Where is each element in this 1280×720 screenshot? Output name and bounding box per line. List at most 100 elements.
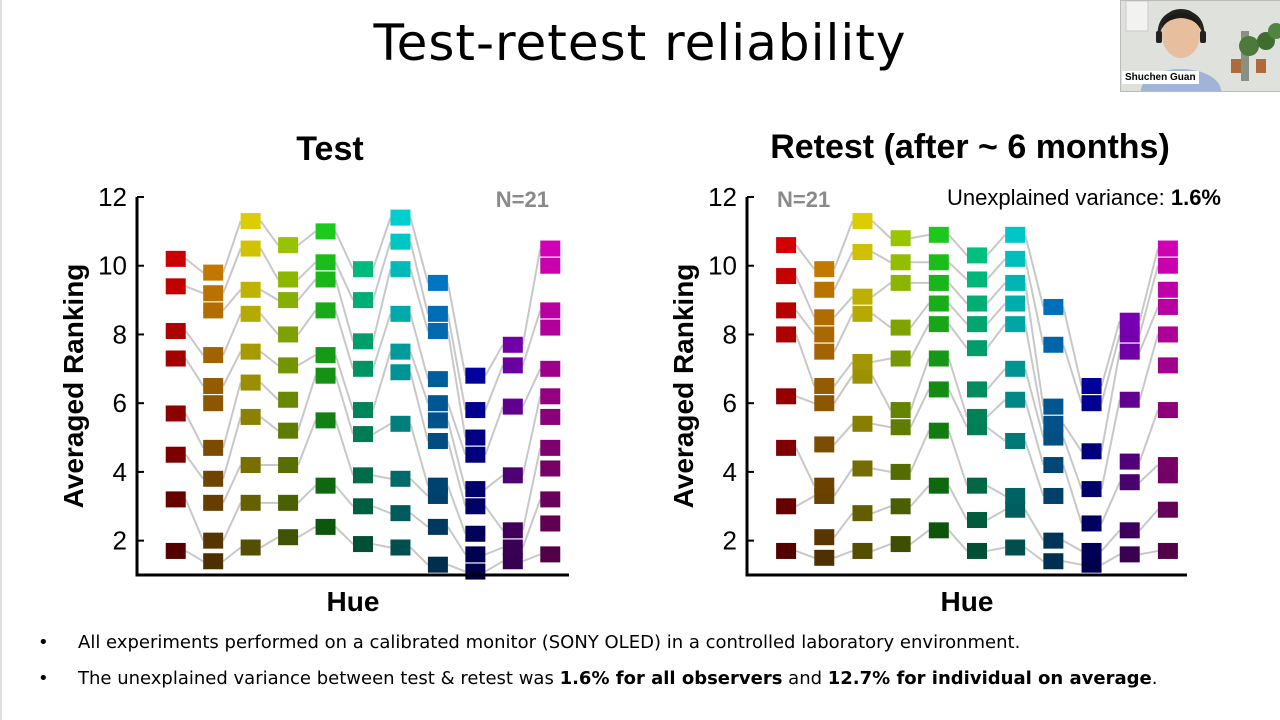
connector-line: [1024, 399, 1045, 466]
connector-line: [185, 258, 204, 274]
data-point: [278, 391, 299, 408]
connector-line: [833, 361, 854, 387]
connector-line: [222, 502, 242, 542]
data-point: [814, 378, 835, 394]
data-point: [1005, 391, 1026, 408]
data-point: [390, 343, 411, 360]
data-point: [967, 247, 987, 264]
data-point: [315, 223, 336, 240]
data-point: [427, 477, 448, 494]
connector-line: [334, 354, 354, 411]
connector-line: [1024, 323, 1045, 424]
data-point: [315, 347, 336, 364]
data-point: [165, 405, 186, 422]
data-point: [890, 419, 911, 436]
data-point: [315, 254, 336, 271]
data-point: [776, 439, 797, 456]
data-point: [465, 446, 486, 463]
connector-line: [986, 282, 1006, 305]
participant-video[interactable]: [1120, 0, 1280, 92]
connector-line: [871, 313, 892, 329]
data-point: [967, 512, 987, 529]
data-point: [165, 542, 186, 559]
data-point: [776, 268, 797, 285]
unexplained-variance-annotation: Unexplained variance: 1.6%: [947, 185, 1221, 210]
axis-lines: [135, 197, 569, 577]
connector-line: [185, 550, 204, 563]
data-point: [240, 343, 261, 360]
data-point: [353, 333, 373, 350]
y-tick-label: 4: [113, 457, 127, 487]
data-point: [540, 515, 561, 532]
data-point: [465, 498, 486, 515]
participant-name-tag: Shuchen Guan: [1122, 71, 1199, 84]
sample-size-label: N=21: [496, 187, 549, 212]
data-point: [928, 226, 949, 243]
data-point: [465, 402, 486, 419]
data-point: [1119, 343, 1140, 360]
data-point: [814, 395, 835, 412]
data-point: [967, 542, 987, 559]
connector-line: [484, 560, 504, 573]
retest-chart: 2 4 6 8 10 12 Hue Averaged Ranking N=21 Unexplain…: [665, 175, 1235, 625]
data-point: [1119, 522, 1140, 539]
data-point: [890, 254, 911, 271]
y-tick-label: 12: [708, 182, 737, 212]
data-point: [240, 213, 261, 230]
connector-line: [522, 553, 541, 563]
data-point: [814, 261, 835, 278]
data-point: [1157, 298, 1178, 315]
data-point: [390, 364, 411, 381]
connector-line: [1062, 437, 1083, 490]
connector-line: [871, 375, 892, 411]
data-point: [928, 350, 949, 367]
data-point: [165, 491, 186, 508]
data-point: [427, 371, 448, 388]
connector-line: [1024, 546, 1044, 563]
connector-line: [521, 447, 542, 531]
connector-line: [521, 310, 542, 366]
connector-line: [372, 474, 391, 480]
test-panel-title: Test: [296, 130, 364, 168]
connector-line: [871, 251, 892, 264]
data-point: [1005, 226, 1026, 243]
retest-panel-title: Retest (after ~ 6 months): [770, 128, 1170, 166]
data-point: [240, 494, 261, 511]
y-tick-label: 6: [113, 388, 127, 418]
connector-line: [372, 217, 392, 270]
data-point: [465, 546, 486, 563]
connector-line: [409, 268, 429, 332]
connector-line: [222, 546, 242, 563]
connector-line: [372, 241, 392, 301]
connector-line: [446, 440, 467, 507]
connector-line: [334, 279, 354, 342]
connector-line: [484, 505, 504, 531]
connector-line: [1062, 423, 1083, 452]
connector-line: [521, 499, 542, 548]
connector-line: [1138, 248, 1159, 321]
connector-line: [446, 402, 467, 456]
connector-line: [184, 499, 205, 542]
data-point: [240, 281, 261, 298]
data-point: [1157, 326, 1178, 343]
data-point: [278, 292, 299, 309]
connector-line: [833, 467, 854, 497]
data-point: [315, 518, 336, 535]
connector-line: [948, 234, 968, 257]
bullet-list: • All experiments performed on a calibrat…: [38, 632, 1258, 704]
data-point: [814, 281, 835, 298]
data-point: [1157, 457, 1178, 474]
data-point: [1081, 378, 1102, 394]
connector-line: [334, 230, 354, 270]
y-tick-label: 2: [113, 526, 127, 556]
data-point: [502, 522, 523, 539]
data-point: [814, 343, 835, 360]
connector-line: [259, 313, 279, 336]
data-point: [1119, 391, 1140, 408]
data-point: [390, 505, 411, 522]
connector-line: [986, 426, 1006, 442]
data-point: [427, 274, 448, 291]
connector-line: [260, 536, 279, 549]
connector-line: [334, 261, 354, 301]
data-point: [165, 350, 186, 367]
